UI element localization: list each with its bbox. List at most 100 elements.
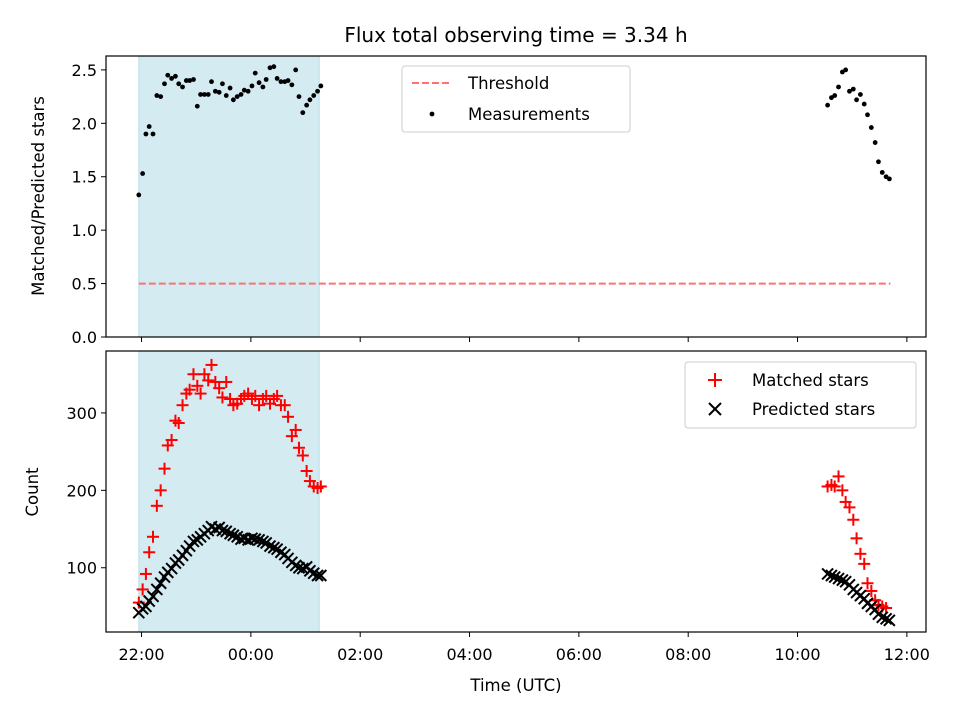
matched-stars-point bbox=[176, 399, 189, 412]
matched-stars-point bbox=[136, 583, 149, 596]
measurements-point bbox=[256, 80, 262, 86]
measurements-point bbox=[260, 84, 266, 90]
measurements-point bbox=[304, 102, 310, 108]
matched-stars-point bbox=[296, 449, 309, 462]
measurements-point bbox=[169, 76, 175, 81]
predicted-stars-point bbox=[296, 562, 310, 575]
count-x-tick-label: 22:00 bbox=[118, 645, 164, 664]
matched-stars-point bbox=[224, 392, 237, 405]
measurements-point bbox=[832, 93, 838, 98]
predicted-stars-point bbox=[828, 570, 841, 584]
matched-stars-point bbox=[282, 410, 295, 423]
measurements-point bbox=[293, 67, 299, 73]
ratio-y-tick-label: 2.0 bbox=[72, 114, 97, 133]
predicted-stars-point bbox=[154, 577, 167, 590]
matched-stars-point bbox=[880, 602, 893, 615]
predicted-stars-point bbox=[227, 529, 240, 542]
measurements-point bbox=[825, 102, 830, 108]
measurements-point bbox=[212, 88, 218, 94]
matched-stars-point bbox=[253, 399, 266, 412]
count-y-axis-label: Count bbox=[23, 467, 42, 517]
measurements-point bbox=[278, 79, 284, 85]
measurements-point bbox=[315, 88, 320, 94]
matched-stars-point bbox=[139, 567, 152, 580]
matched-stars-point bbox=[271, 389, 284, 402]
measurements-point bbox=[191, 77, 196, 82]
count-x-tick-label: 02:00 bbox=[337, 645, 383, 664]
count-x-tick-label: 12:00 bbox=[884, 645, 930, 664]
measurements-point bbox=[176, 81, 182, 87]
measurements-point bbox=[136, 192, 142, 198]
matched-stars-point bbox=[249, 389, 262, 402]
ratio-axes: 0.0 0.5 1.0 1.5 2.0 2.5 Matched/Predicted sta… bbox=[29, 55, 927, 347]
matched-stars-point bbox=[832, 470, 845, 483]
legend-matched-label: Matched stars bbox=[752, 371, 869, 390]
measurements-point bbox=[854, 97, 859, 103]
count-y-tick-label: 300 bbox=[66, 404, 97, 423]
measurements-point bbox=[886, 176, 892, 182]
chart-title: Flux total observing time = 3.34 h bbox=[344, 23, 687, 47]
predicted-stars-point bbox=[311, 569, 324, 582]
matched-stars-point bbox=[202, 374, 215, 387]
measurements-point bbox=[285, 78, 291, 83]
count-x-tick-label: 08:00 bbox=[665, 645, 711, 664]
predicted-stars-point bbox=[876, 611, 889, 624]
measurements-point bbox=[879, 170, 885, 175]
ratio-legend-frame bbox=[401, 65, 631, 133]
count-legend: Matched stars Predicted stars bbox=[684, 361, 917, 429]
matched-stars-point bbox=[836, 484, 849, 497]
measurements-point bbox=[146, 124, 152, 129]
ratio-observing-span bbox=[138, 55, 320, 338]
matched-stars-point bbox=[847, 513, 860, 526]
predicted-stars-point bbox=[146, 590, 160, 603]
count-x-tick-label: 10:00 bbox=[774, 645, 820, 664]
matched-stars-point bbox=[209, 375, 222, 388]
measurements-point bbox=[140, 171, 146, 176]
measurements-point bbox=[154, 93, 160, 98]
predicted-stars-point bbox=[267, 541, 281, 554]
matched-stars-point bbox=[861, 577, 874, 590]
predicted-stars-point bbox=[223, 527, 237, 540]
matched-stars-point bbox=[289, 423, 302, 436]
matched-stars-point bbox=[314, 480, 327, 493]
matched-stars-point bbox=[147, 530, 160, 543]
predicted-stars-point bbox=[832, 572, 845, 585]
matched-stars-point bbox=[183, 383, 196, 396]
measurements-point bbox=[271, 64, 277, 70]
measurements-point bbox=[318, 83, 324, 89]
measurements-point bbox=[311, 93, 317, 98]
measurements-point bbox=[843, 67, 849, 73]
predicted-stars-point bbox=[314, 569, 328, 582]
predicted-stars-point bbox=[256, 535, 270, 548]
matched-stars-point bbox=[278, 399, 291, 412]
measurements-point bbox=[158, 94, 164, 100]
matched-stars-point bbox=[150, 499, 163, 512]
matched-stars-point bbox=[154, 484, 167, 497]
measurements-point bbox=[876, 159, 881, 165]
measurements-point bbox=[241, 87, 247, 93]
measurements-point bbox=[267, 65, 273, 71]
measurements-point bbox=[143, 131, 149, 137]
measurements-point bbox=[209, 79, 214, 85]
measurements-point bbox=[162, 81, 167, 87]
matched-stars-point bbox=[285, 430, 298, 443]
count-x-tick-label: 04:00 bbox=[446, 645, 492, 664]
ratio-axes-frame bbox=[105, 55, 927, 338]
matched-stars-point bbox=[300, 464, 313, 477]
predicted-stars-point bbox=[821, 567, 834, 581]
x-axis-label: Time (UTC) bbox=[469, 676, 561, 695]
measurements-point bbox=[227, 85, 233, 91]
measurements-point bbox=[183, 78, 189, 83]
ratio-y-tick-label: 1.0 bbox=[72, 221, 97, 240]
predicted-stars-point bbox=[252, 533, 266, 547]
matched-stars-point bbox=[191, 379, 204, 392]
legend-predicted-swatch bbox=[708, 402, 722, 416]
measurements-point bbox=[234, 94, 240, 100]
measurements-point bbox=[263, 77, 269, 82]
measurements-point bbox=[307, 97, 313, 103]
count-x-tick-label: 06:00 bbox=[556, 645, 602, 664]
matched-stars-point bbox=[843, 501, 856, 514]
matched-stars-point bbox=[158, 462, 171, 475]
count-y-tick-label: 200 bbox=[66, 481, 97, 500]
ratio-y-axis-label: Matched/Predicted stars bbox=[29, 96, 48, 296]
